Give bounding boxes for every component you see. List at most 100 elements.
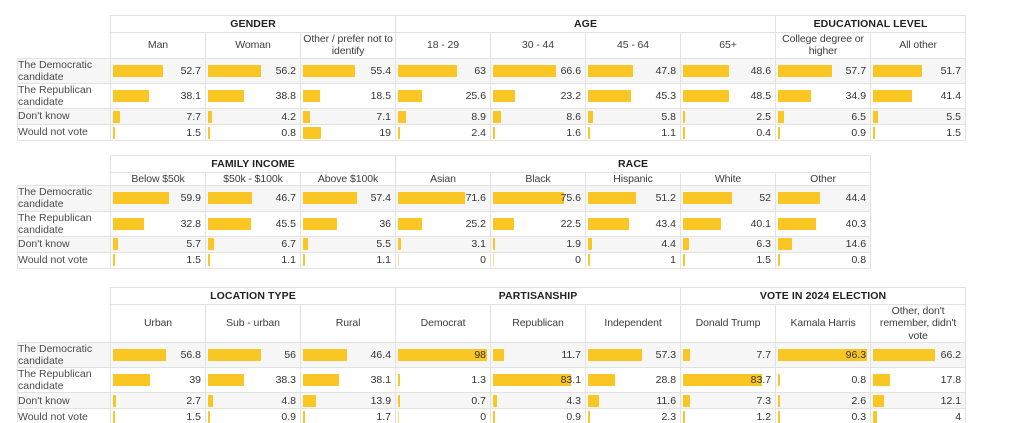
bar-cell: 66.6 xyxy=(490,57,587,84)
bar-cell: 18.5 xyxy=(299,82,397,110)
bar-value: 1.6 xyxy=(566,126,582,139)
bar-cell: 3.1 xyxy=(395,235,491,253)
bar-value: 2.7 xyxy=(186,394,201,407)
bar-value: 18.5 xyxy=(370,89,392,102)
bar-value: 7.7 xyxy=(186,110,201,123)
bar-value: 55.4 xyxy=(370,64,392,77)
bar-cell: 23.2 xyxy=(490,82,587,110)
bar xyxy=(398,410,400,423)
bar-cell: 0.8 xyxy=(205,124,301,141)
bar-value: 38.1 xyxy=(180,89,201,102)
group-header-row: FAMILY INCOME RACE xyxy=(17,155,872,173)
bar xyxy=(588,254,590,267)
bar-value: 6.5 xyxy=(851,110,867,123)
bar-value: 1.3 xyxy=(471,374,487,387)
bar-value: 1 xyxy=(670,254,676,267)
bar xyxy=(588,238,593,251)
bar xyxy=(493,192,565,205)
bar-value: 1.1 xyxy=(661,126,677,139)
bar-value: 52.7 xyxy=(180,64,201,77)
bar-value: 5.8 xyxy=(661,110,677,123)
bar-value: 83.1 xyxy=(560,374,582,387)
bar-value: 47.8 xyxy=(655,64,677,77)
bar-cell: 83.7 xyxy=(680,367,777,394)
bar-cell: 38.1 xyxy=(110,82,206,110)
bar xyxy=(873,394,885,407)
bar-cell: 1.1 xyxy=(585,124,682,141)
bar-value: 5.5 xyxy=(376,238,391,251)
group-header: RACE xyxy=(394,155,872,173)
bar-cell: 48.6 xyxy=(680,57,777,84)
bar xyxy=(493,254,494,267)
bar-cell: 0.9 xyxy=(205,408,301,423)
bar-value: 0.3 xyxy=(851,410,867,423)
row-label: The Republican candidate xyxy=(17,82,111,110)
column-header: Other, don't remember, didn't vote xyxy=(870,303,967,344)
bar-value: 83.7 xyxy=(750,374,772,387)
bar-cell: 11.6 xyxy=(585,392,682,410)
bar-value: 1.2 xyxy=(756,410,772,423)
bar xyxy=(113,410,115,423)
bar-value: 38.1 xyxy=(370,374,392,387)
bar xyxy=(303,254,305,267)
bar-cell: 4 xyxy=(870,408,967,423)
bar-cell: 5.8 xyxy=(585,108,682,125)
bar-cell: 1.2 xyxy=(680,408,777,423)
bar-value: 51.7 xyxy=(940,64,962,77)
bar-cell: 1.5 xyxy=(680,251,776,269)
bar xyxy=(588,110,594,123)
bar-cell: 0 xyxy=(395,408,492,423)
bar xyxy=(303,126,321,139)
bar-cell: 98 xyxy=(395,342,492,369)
row-label: The Democratic candidate xyxy=(17,185,111,212)
bar-cell: 1 xyxy=(585,251,681,269)
bar-value: 45.5 xyxy=(275,217,296,230)
bar-value: 56.2 xyxy=(275,64,296,77)
bar-cell: 14.6 xyxy=(774,235,872,253)
bar-cell: 8.6 xyxy=(490,108,587,125)
bar-value: 40.1 xyxy=(750,217,771,230)
bar xyxy=(493,374,572,387)
bar xyxy=(493,349,505,362)
column-header: 65+ xyxy=(680,32,777,59)
row-label: Don't know xyxy=(17,392,111,410)
bar xyxy=(208,374,244,387)
row-label: The Democratic candidate xyxy=(17,342,111,369)
bar xyxy=(303,410,305,423)
bar-value: 0 xyxy=(575,254,581,267)
data-row: The Democratic candidate 56.8 56 46.4 98 11.7… xyxy=(17,342,967,369)
bar-value: 25.2 xyxy=(465,217,486,230)
data-row: Don't know 2.7 4.8 13.9 0.7 4.3 11.6 7.3 2.6 12.1 xyxy=(17,392,967,410)
bar xyxy=(398,126,401,139)
bar-cell: 45.5 xyxy=(205,210,301,237)
bar-value: 96.3 xyxy=(845,349,867,362)
bar xyxy=(303,394,317,407)
bar xyxy=(683,64,729,77)
bar-value: 8.6 xyxy=(566,110,582,123)
bar-value: 13.9 xyxy=(370,394,392,407)
bar xyxy=(208,217,251,230)
column-header: $50k - $100k xyxy=(205,171,301,187)
bar-value: 2.3 xyxy=(661,410,677,423)
group-header-row: LOCATION TYPE PARTISANSHIP VOTE IN 2024 EL… xyxy=(17,287,967,305)
bar-cell: 1.3 xyxy=(395,367,492,394)
bar-cell: 63 xyxy=(395,57,492,84)
bar-value: 0.8 xyxy=(851,374,867,387)
bar-cell: 52.7 xyxy=(110,57,206,84)
bar-value: 36 xyxy=(379,217,391,230)
column-header: White xyxy=(680,171,776,187)
bar-cell: 1.9 xyxy=(490,235,586,253)
bar-cell: 1.5 xyxy=(110,251,206,269)
bar-value: 0 xyxy=(480,254,486,267)
bar-cell: 0.3 xyxy=(775,408,872,423)
bar-value: 34.9 xyxy=(845,89,867,102)
bar-value: 0.9 xyxy=(566,410,582,423)
bar-cell: 51.7 xyxy=(870,57,967,84)
bar xyxy=(398,374,400,387)
bar-cell: 47.8 xyxy=(585,57,682,84)
bar-cell: 11.7 xyxy=(490,342,587,369)
bar-value: 1.1 xyxy=(376,254,391,267)
column-header: Independent xyxy=(585,303,682,344)
bar-value: 14.6 xyxy=(845,238,867,251)
bar xyxy=(208,110,212,123)
